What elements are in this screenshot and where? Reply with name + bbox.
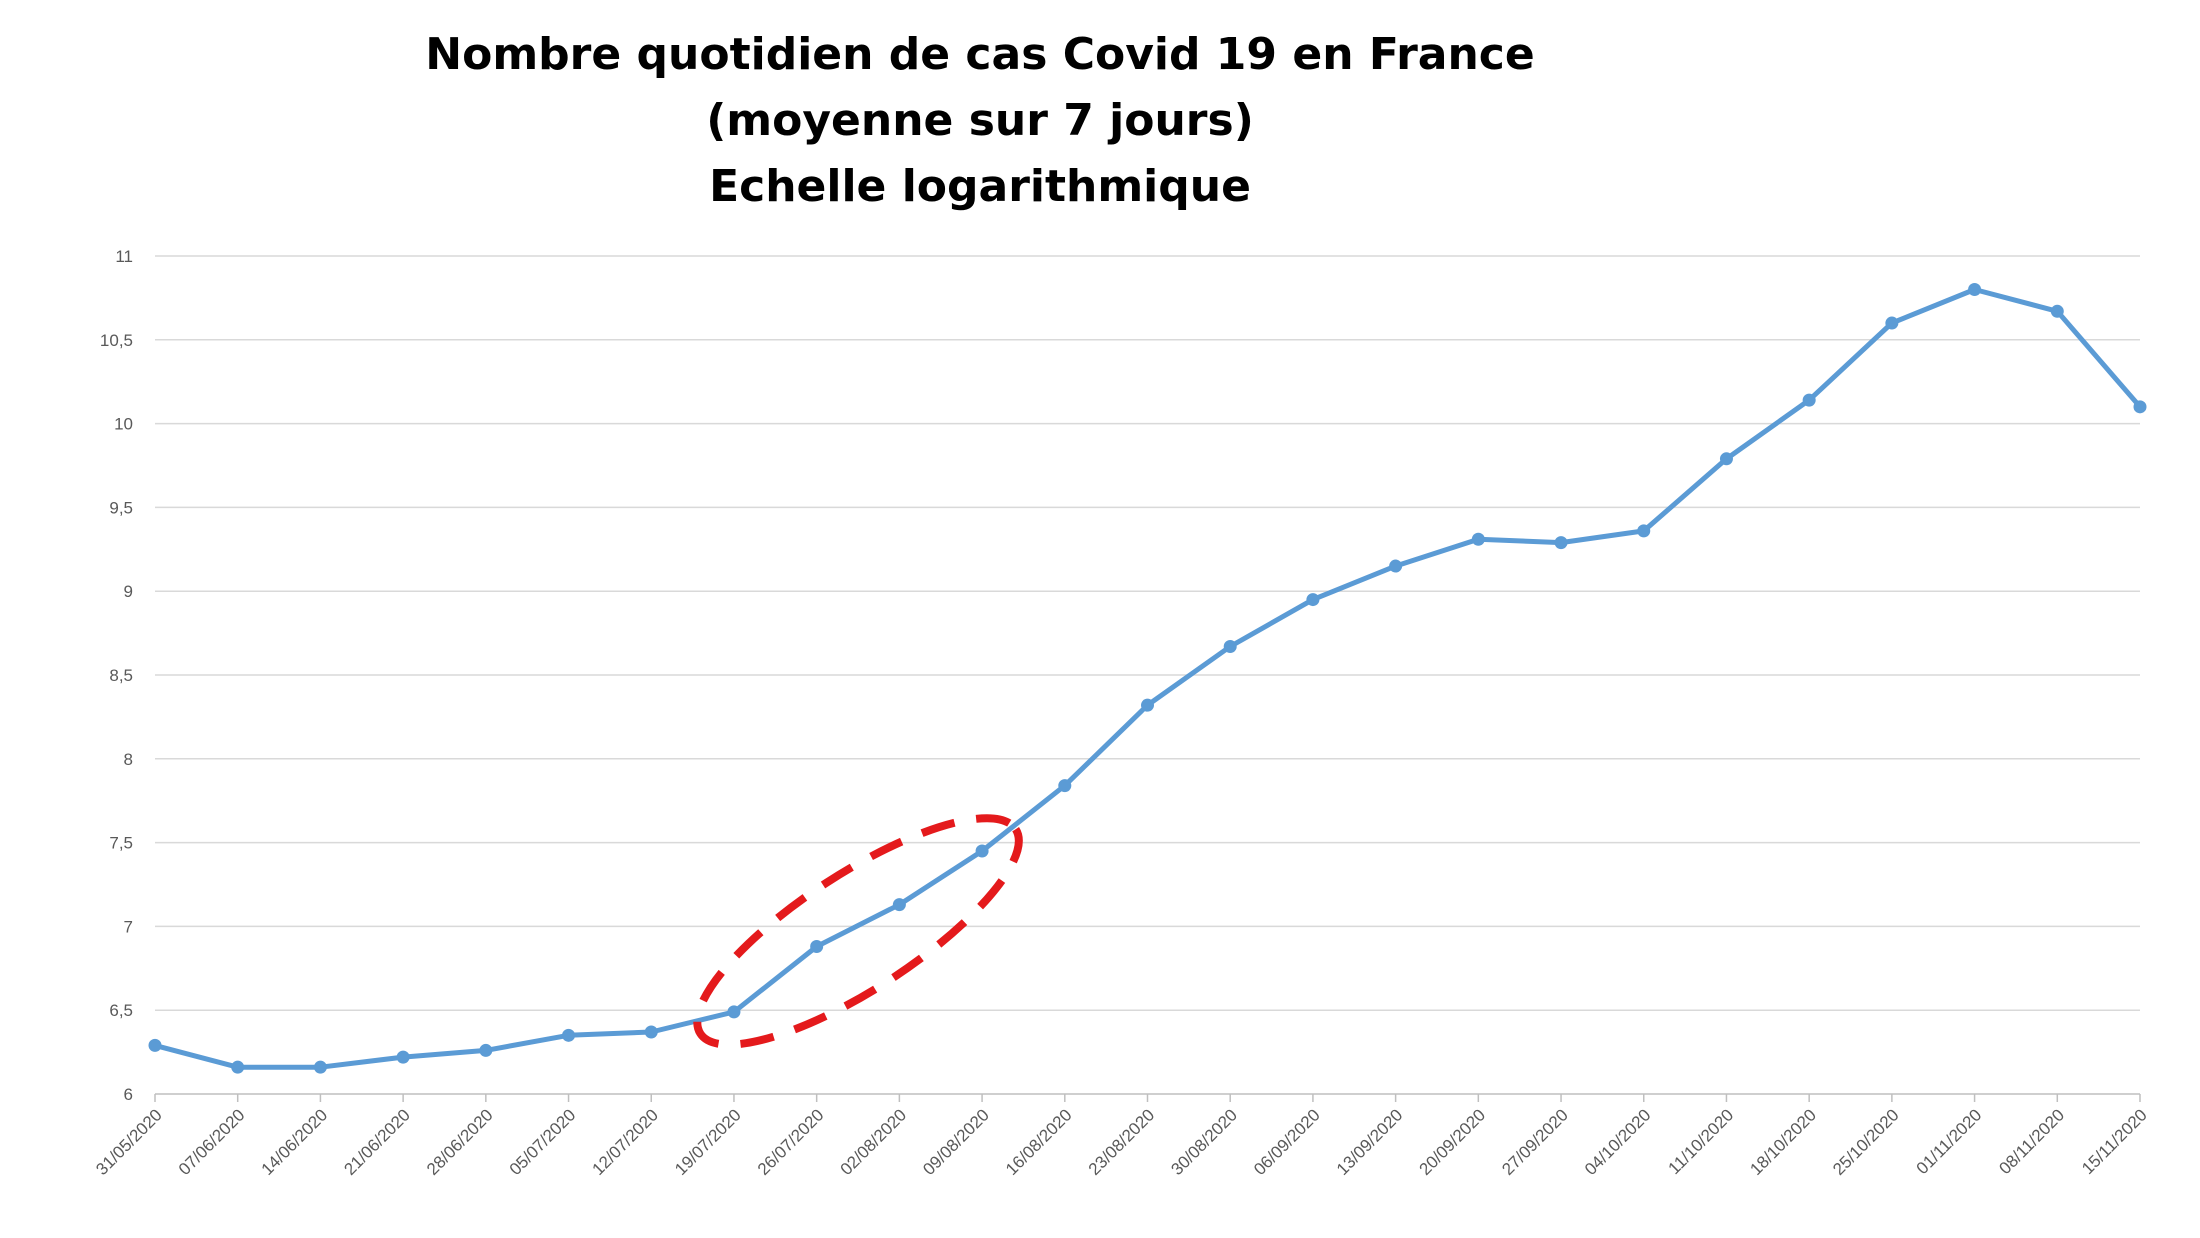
- y-tick-labels: 11 10,5 10 9,5 9 8,5 8 7,5 7 6,5 6: [100, 247, 133, 1104]
- data-point: [1306, 593, 1320, 607]
- y-tick-label: 6,5: [109, 1001, 133, 1020]
- y-tick-label: 9,5: [109, 498, 133, 517]
- x-axis: [154, 1093, 2141, 1102]
- x-tick-label: 15/11/2020: [2078, 1105, 2151, 1178]
- data-point: [1554, 536, 1568, 550]
- data-point: [1223, 640, 1237, 654]
- y-tick-label: 11: [115, 247, 133, 266]
- data-point: [479, 1043, 493, 1057]
- y-tick-label: 9: [124, 582, 133, 601]
- annotation-group: [693, 814, 1023, 1049]
- x-tick-label: 28/06/2020: [423, 1105, 497, 1179]
- chart-title-line-1: Nombre quotidien de cas Covid 19 en Fran…: [425, 29, 1535, 80]
- data-point: [1885, 316, 1899, 330]
- data-point: [644, 1025, 658, 1039]
- data-point: [1637, 524, 1651, 538]
- y-tick-label: 7: [124, 917, 133, 936]
- data-point: [1389, 559, 1403, 573]
- y-tick-label: 10,5: [100, 331, 133, 350]
- data-point: [727, 1005, 741, 1019]
- x-tick-label: 06/09/2020: [1250, 1105, 1324, 1179]
- data-point: [1802, 393, 1816, 407]
- x-tick-label: 04/10/2020: [1581, 1105, 1655, 1179]
- data-point: [2050, 304, 2064, 318]
- x-tick-label: 05/07/2020: [506, 1105, 580, 1179]
- data-point: [2133, 400, 2147, 414]
- x-tick-label: 21/06/2020: [340, 1105, 414, 1179]
- x-tick-label: 30/08/2020: [1167, 1105, 1241, 1179]
- y-tick-label: 8,5: [109, 666, 133, 685]
- chart-title-line-3: Echelle logarithmique: [709, 161, 1251, 212]
- series-group: [148, 283, 2147, 1074]
- y-tick-label: 10: [114, 415, 133, 434]
- x-tick-label: 12/07/2020: [588, 1105, 662, 1179]
- x-tick-label: 19/07/2020: [671, 1105, 745, 1179]
- data-point: [892, 898, 906, 912]
- data-point: [148, 1038, 162, 1052]
- data-point: [313, 1060, 327, 1074]
- x-tick-label: 16/08/2020: [1002, 1105, 1076, 1179]
- x-tick-label: 31/05/2020: [92, 1105, 166, 1179]
- data-point: [1058, 779, 1072, 793]
- y-tick-label: 8: [124, 750, 133, 769]
- x-tick-label: 20/09/2020: [1416, 1105, 1490, 1179]
- chart-title-line-2: (moyenne sur 7 jours): [706, 95, 1254, 146]
- data-point: [1141, 698, 1154, 712]
- x-tick-label: 26/07/2020: [754, 1105, 828, 1179]
- x-tick-label: 02/08/2020: [837, 1105, 911, 1179]
- x-tick-label: 27/09/2020: [1498, 1105, 1572, 1179]
- x-tick-label: 23/08/2020: [1085, 1105, 1159, 1179]
- data-point: [810, 940, 824, 954]
- x-tick-label: 08/11/2020: [1995, 1105, 2068, 1178]
- x-tick-label: 09/08/2020: [919, 1105, 993, 1179]
- data-point: [231, 1060, 245, 1074]
- data-point: [562, 1028, 576, 1042]
- dashed-ellipse-annotation: [693, 814, 1023, 1049]
- grid-lines: [155, 255, 2140, 1011]
- data-point: [396, 1050, 410, 1064]
- chart-title: Nombre quotidien de cas Covid 19 en Fran…: [0, 22, 1960, 220]
- data-point: [1471, 532, 1485, 546]
- x-tick-label: 13/09/2020: [1333, 1105, 1407, 1179]
- data-point: [975, 844, 989, 858]
- y-tick-label: 6: [124, 1085, 133, 1104]
- x-tick-label: 18/10/2020: [1746, 1105, 1820, 1179]
- series-line: [152, 287, 2143, 1070]
- data-point: [1968, 283, 1982, 297]
- x-tick-label: 11/10/2020: [1665, 1105, 1738, 1178]
- x-tick-label: 01/11/2020: [1913, 1105, 1986, 1178]
- y-tick-label: 7,5: [109, 834, 133, 853]
- x-tick-label: 14/06/2020: [258, 1105, 332, 1179]
- data-point: [1719, 452, 1733, 466]
- x-tick-label: 07/06/2020: [175, 1105, 249, 1179]
- x-tick-labels: 31/05/2020 07/06/2020 14/06/2020 21/06/2020…: [92, 1105, 2151, 1179]
- x-tick-label: 25/10/2020: [1829, 1105, 1903, 1179]
